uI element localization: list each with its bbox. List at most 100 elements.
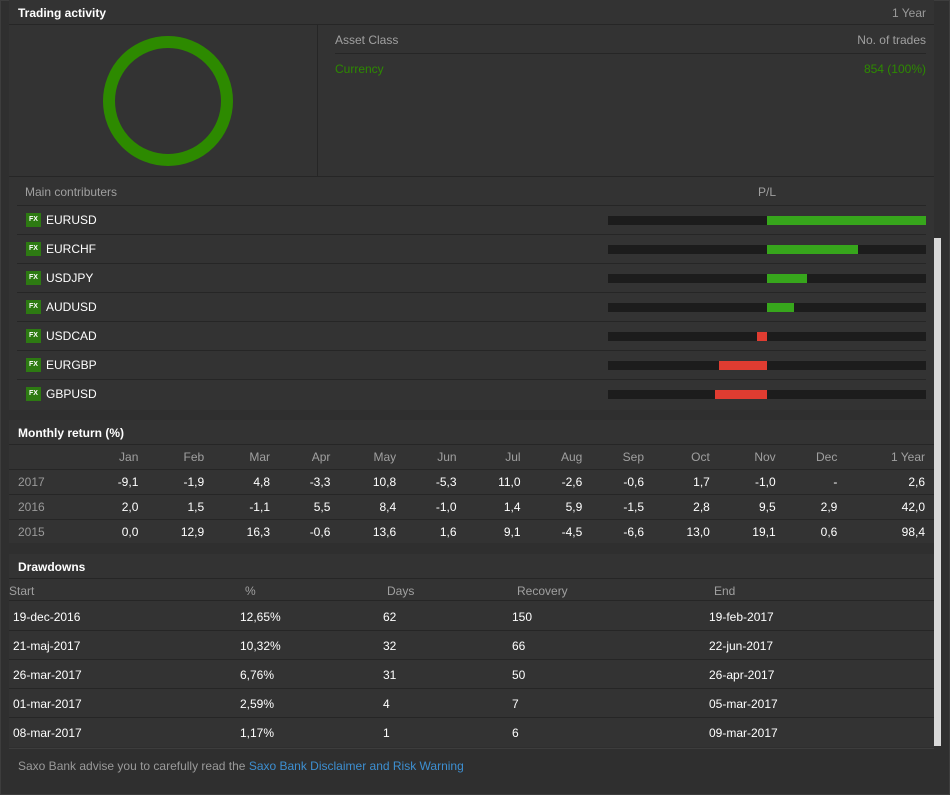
drawdown-recovery-cell: 50 (512, 668, 526, 682)
asset-donut-container (9, 25, 318, 176)
return-cell: -1,9 (147, 469, 214, 495)
year-column-header (9, 445, 87, 470)
drawdown-end-cell: 26-apr-2017 (709, 668, 775, 682)
drawdown-recovery-cell: 150 (512, 610, 533, 624)
trading-activity-panel: Trading activity 1 Year Asset Class No. … (9, 0, 934, 410)
disclaimer-link[interactable]: Saxo Bank Disclaimer and Risk Warning (248, 759, 464, 773)
monthly-return-header: Monthly return (%) (9, 420, 934, 445)
drawdown-days-cell: 1 (383, 726, 390, 740)
monthly-return-row: 2015 0,0 12,9 16,3 -0,6 13,6 1,6 9,1 -4,5 -6,6 13,… (9, 520, 934, 545)
month-column-header: Aug (529, 445, 592, 470)
no-of-trades-header-label: No. of trades (857, 33, 926, 47)
recovery-column-header: Recovery (517, 584, 568, 598)
monthly-return-table: Jan Feb Mar Apr May Jun Jul Aug Sep Oct Nov Dec 1 Ye… (9, 445, 934, 544)
return-cell: 0,6 (820, 525, 838, 539)
footer: Saxo Bank advise you to carefully read t… (9, 748, 934, 782)
contributor-symbol: USDCAD (46, 329, 97, 343)
start-column-header: Start (9, 584, 35, 598)
drawdowns-header: Drawdowns (9, 554, 934, 579)
return-cell: 0,0 (121, 525, 139, 539)
drawdown-recovery-cell: 6 (512, 726, 519, 740)
drawdown-start-cell: 19-dec-2016 (13, 610, 81, 624)
contributor-row: FX EURUSD (17, 206, 926, 235)
drawdown-pct-cell: 12,65% (240, 610, 281, 624)
pl-bar-track (608, 361, 926, 370)
return-cell: - (784, 469, 847, 495)
month-column-header: Feb (147, 445, 214, 470)
main-contributors: Main contributers P/L FX EURUSD FX EURCHF FX… (9, 176, 934, 409)
asset-class-header: Asset Class No. of trades (335, 25, 926, 54)
return-cell: -1,1 (213, 494, 279, 520)
contributor-row: FX USDJPY (17, 264, 926, 293)
monthly-return-panel: Monthly return (%) Jan Feb Mar Apr May Jun Jul… (9, 420, 934, 543)
contributor-row: FX AUDUSD (17, 293, 926, 322)
fx-badge-icon: FX (26, 358, 41, 372)
month-column-header: Mar (213, 445, 279, 470)
return-cell: 1,6 (439, 525, 457, 539)
donut-ring (103, 36, 233, 166)
contributor-symbol: USDJPY (46, 271, 94, 285)
return-cell: 2,9 (784, 494, 847, 520)
month-column-header: Jan (87, 445, 148, 470)
pl-bar (767, 245, 858, 254)
disclaimer-prefix: Saxo Bank advise you to carefully read t… (18, 759, 249, 773)
pl-header-label: P/L (758, 185, 777, 199)
drawdown-row: 01-mar-2017 2,59% 4 7 05-mar-2017 (9, 689, 934, 718)
pct-column-header: % (245, 584, 256, 598)
month-column-header: Jul (465, 445, 530, 470)
drawdown-start-cell: 21-maj-2017 (13, 639, 81, 653)
contributor-row: FX EURGBP (17, 351, 926, 380)
return-cell: 42,0 (846, 494, 934, 520)
fx-badge-icon: FX (26, 300, 41, 314)
return-cell: 11,0 (465, 469, 530, 495)
return-cell: 9,1 (503, 525, 521, 539)
drawdown-end-cell: 09-mar-2017 (709, 726, 778, 740)
end-column-header: End (714, 584, 736, 598)
drawdown-pct-cell: 2,59% (240, 697, 275, 711)
return-cell: -2,6 (529, 469, 592, 495)
pl-bar (714, 390, 767, 399)
contributor-symbol: EURUSD (46, 213, 97, 227)
return-cell: -9,1 (87, 469, 148, 495)
contributor-symbol: GBPUSD (46, 387, 97, 401)
return-cell: 1,4 (465, 494, 530, 520)
return-cell: 1,7 (653, 469, 719, 495)
drawdown-row: 08-mar-2017 1,17% 1 6 09-mar-2017 (9, 718, 934, 747)
pl-bar-track (608, 216, 926, 225)
pl-bar (767, 274, 807, 283)
return-cell: 19,1 (752, 525, 776, 539)
pl-bar (767, 216, 926, 225)
asset-row: Currency 854 (100%) (335, 54, 926, 82)
return-cell: -1,0 (718, 469, 785, 495)
scrollbar-thumb[interactable] (934, 238, 941, 746)
drawdown-row: 19-dec-2016 12,65% 62 150 19-feb-2017 (9, 602, 934, 631)
month-column-header: Jun (405, 445, 466, 470)
drawdowns-panel: Drawdowns Start % Days Recovery End 19-d… (9, 554, 934, 747)
pl-bar (719, 361, 767, 370)
fx-badge-icon: FX (26, 242, 41, 256)
return-cell: -1,5 (591, 494, 654, 520)
return-cell: -4,5 (561, 525, 583, 539)
return-cell: 98,4 (901, 525, 925, 539)
month-column-header: Apr (279, 445, 340, 470)
return-cell: -0,6 (591, 469, 654, 495)
month-column-header: Dec (784, 445, 847, 470)
pl-bar-track (608, 303, 926, 312)
return-cell: -1,0 (405, 494, 466, 520)
return-cell: 2,6 (846, 469, 934, 495)
pl-bar-track (608, 274, 926, 283)
drawdowns-column-header: Start % Days Recovery End (9, 579, 934, 601)
return-cell: 5,5 (279, 494, 340, 520)
return-cell: -3,3 (279, 469, 340, 495)
year-cell: 2016 (9, 494, 87, 520)
monthly-return-header-row: Jan Feb Mar Apr May Jun Jul Aug Sep Oct Nov Dec 1 Ye… (9, 445, 934, 470)
drawdown-days-cell: 31 (383, 668, 397, 682)
pl-bar-track (608, 245, 926, 254)
pl-bar (767, 303, 795, 312)
contributor-symbol: EURGBP (46, 358, 97, 372)
year-cell: 2015 (18, 525, 45, 539)
asset-class-table: Asset Class No. of trades Currency 854 (… (319, 25, 934, 176)
return-cell: 2,0 (87, 494, 148, 520)
drawdown-start-cell: 01-mar-2017 (13, 697, 82, 711)
drawdown-pct-cell: 10,32% (240, 639, 281, 653)
